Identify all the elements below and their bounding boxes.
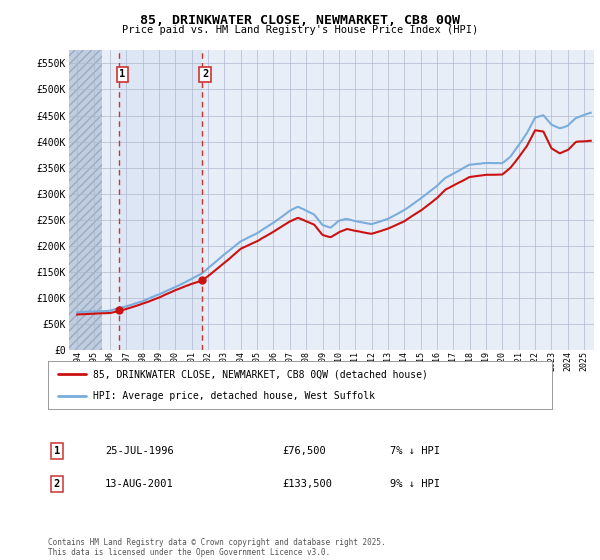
Text: £76,500: £76,500 [282,446,326,456]
Text: Price paid vs. HM Land Registry's House Price Index (HPI): Price paid vs. HM Land Registry's House … [122,25,478,35]
Text: 2: 2 [202,69,208,80]
Text: 85, DRINKWATER CLOSE, NEWMARKET, CB8 0QW: 85, DRINKWATER CLOSE, NEWMARKET, CB8 0QW [140,14,460,27]
Text: 13-AUG-2001: 13-AUG-2001 [105,479,174,489]
Text: Contains HM Land Registry data © Crown copyright and database right 2025.
This d: Contains HM Land Registry data © Crown c… [48,538,386,557]
Bar [69,50,102,350]
Text: 7% ↓ HPI: 7% ↓ HPI [390,446,440,456]
Bar [119,50,202,350]
Text: 85, DRINKWATER CLOSE, NEWMARKET, CB8 0QW (detached house): 85, DRINKWATER CLOSE, NEWMARKET, CB8 0QW… [94,369,428,379]
Text: 9% ↓ HPI: 9% ↓ HPI [390,479,440,489]
Text: 2: 2 [54,479,60,489]
Text: 1: 1 [119,69,125,80]
Text: 25-JUL-1996: 25-JUL-1996 [105,446,174,456]
Text: £133,500: £133,500 [282,479,332,489]
Text: HPI: Average price, detached house, West Suffolk: HPI: Average price, detached house, West… [94,391,376,401]
Text: 1: 1 [54,446,60,456]
